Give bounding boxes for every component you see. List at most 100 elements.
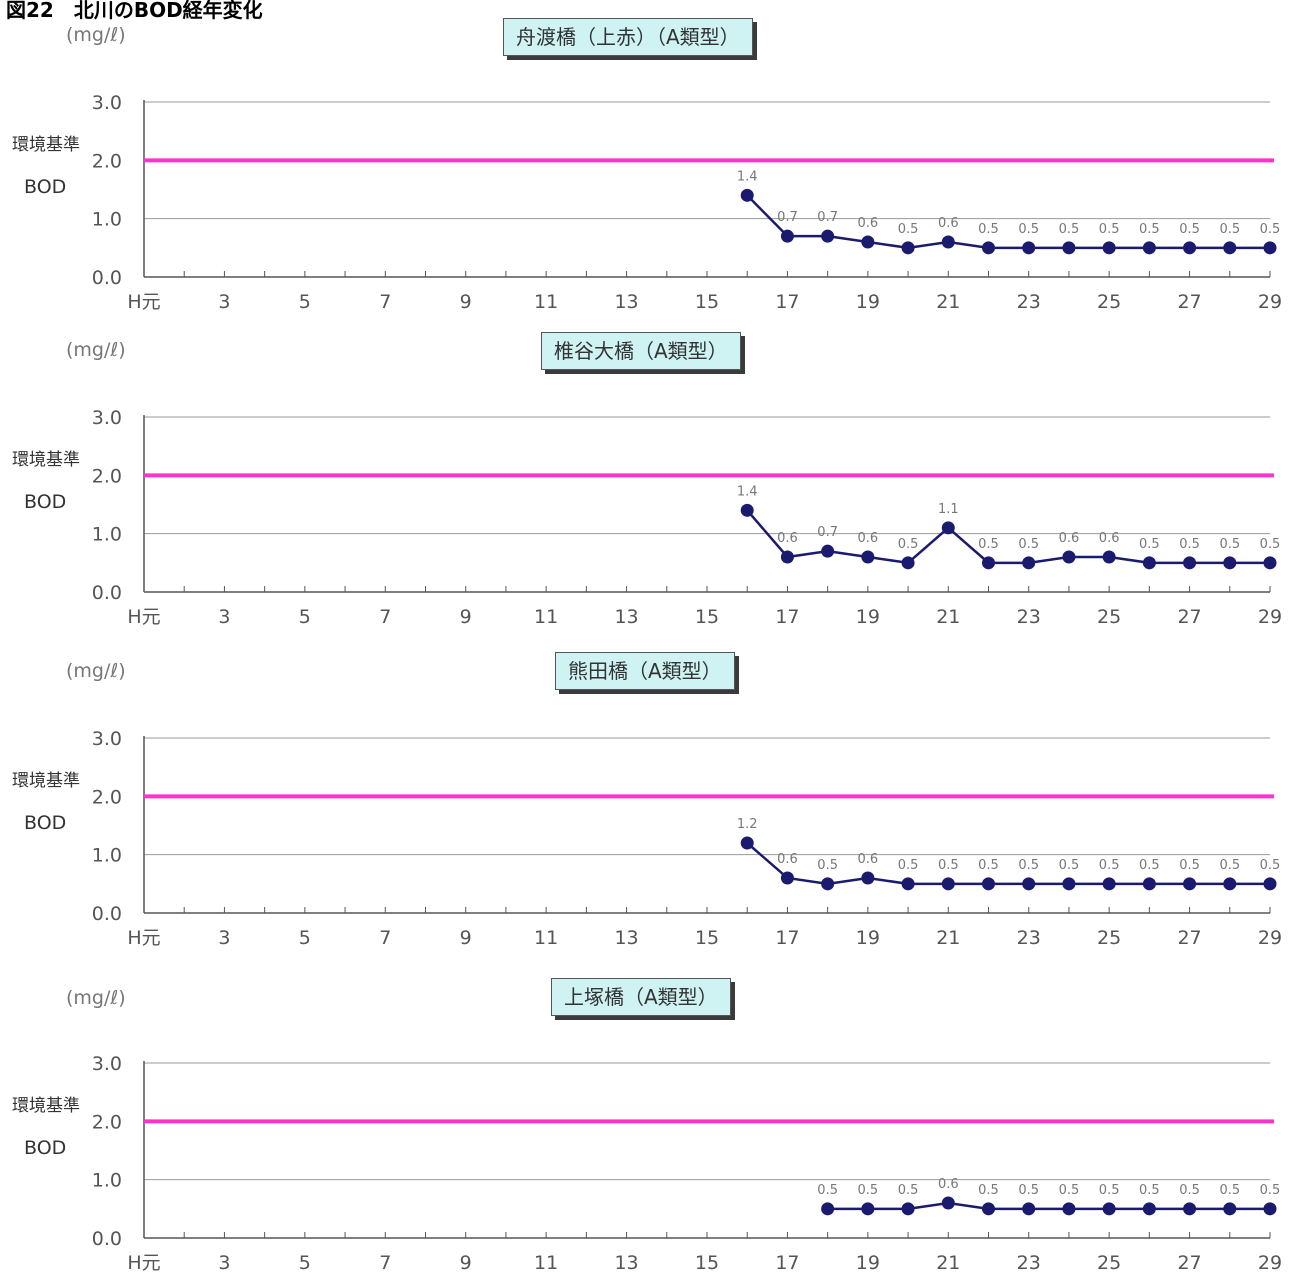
data-label: 0.5 [1139, 222, 1160, 237]
x-tick-label: 23 [1017, 927, 1041, 949]
data-point [1022, 241, 1036, 255]
x-tick-label: 11 [534, 1252, 558, 1274]
data-label: 0.5 [1059, 1183, 1080, 1198]
data-label: 0.7 [817, 525, 838, 540]
data-label: 1.4 [737, 169, 758, 184]
figure-title: 図22 北川のBOD経年変化 [6, 0, 263, 22]
series-line [746, 194, 1270, 250]
chart-panel: (mg/ℓ) 椎谷大橋（A類型） 環境基準 BOD 0.0 1.0 2.0 3.0 H元… [0, 315, 1303, 635]
x-tick-label: 19 [856, 606, 880, 628]
series-line [746, 842, 1270, 886]
data-label: 0.5 [817, 858, 838, 873]
data-label: 0.6 [938, 1177, 959, 1192]
x-tick-label: 3 [218, 291, 230, 313]
y-tick-label: 3.0 [92, 92, 122, 114]
chart-svg: 0.0 1.0 2.0 3.0 H元 3 5 7 9 11 13 15 17 19 21 23 25 27 29 1.… [92, 407, 1282, 628]
data-label: 0.5 [978, 1183, 999, 1198]
data-point [941, 235, 955, 249]
x-tick-label: H元 [127, 927, 160, 949]
y-tick-label: 0.0 [92, 1228, 122, 1250]
x-tick-label: 29 [1258, 1252, 1282, 1274]
x-tick-label: 9 [460, 606, 472, 628]
data-label: 0.5 [858, 1183, 879, 1198]
data-point [861, 1202, 875, 1216]
data-point [1142, 1202, 1156, 1216]
data-point [982, 1202, 995, 1216]
data-point [1062, 877, 1076, 891]
data-label: 0.6 [1059, 531, 1080, 546]
x-tick-label: 5 [299, 606, 311, 628]
y-tick-label: 1.0 [92, 524, 122, 546]
x-tick-label: 23 [1017, 606, 1041, 628]
data-point [982, 877, 995, 891]
chart-title: 椎谷大橋（A類型） [541, 332, 741, 370]
data-point [1263, 556, 1277, 570]
x-tick-label: 27 [1177, 1252, 1201, 1274]
data-point [1062, 241, 1076, 255]
data-label: 0.5 [1219, 1183, 1240, 1198]
x-tick-label: 21 [936, 927, 960, 949]
data-point [740, 836, 754, 850]
chart-panel: (mg/ℓ) 熊田橋（A類型） 環境基準 BOD 0.0 1.0 2.0 3.0 H元 3… [0, 636, 1303, 956]
data-label: 0.5 [1219, 222, 1240, 237]
x-tick-label: 15 [695, 291, 719, 313]
data-point [740, 503, 754, 517]
data-point [1102, 877, 1116, 891]
data-label: 0.5 [1179, 1183, 1200, 1198]
y-tick-label: 2.0 [92, 786, 122, 808]
standard-label: 環境基準 [12, 771, 80, 791]
bod-label: BOD [24, 1137, 67, 1159]
x-tick-label: H元 [127, 606, 160, 628]
data-label: 0.5 [1018, 858, 1039, 873]
data-point [901, 877, 915, 891]
data-point [1183, 1202, 1197, 1216]
y-tick-label: 3.0 [92, 407, 122, 429]
data-label: 0.7 [817, 210, 838, 225]
x-tick-label: 9 [460, 291, 472, 313]
x-tick-label: 3 [218, 927, 230, 949]
data-point [780, 229, 794, 243]
data-point [1223, 1202, 1237, 1216]
data-label: 0.5 [1219, 858, 1240, 873]
data-label: 0.5 [1059, 222, 1080, 237]
bod-label: BOD [24, 491, 67, 513]
data-label: 0.5 [938, 858, 959, 873]
data-point [1102, 550, 1116, 564]
chart-panel: (mg/ℓ) 舟渡橋（上赤）（A類型） 環境基準 BOD 0.0 1.0 2.0 3.… [0, 0, 1303, 320]
data-label: 1.1 [938, 502, 959, 517]
data-label: 0.5 [1179, 858, 1200, 873]
data-label: 0.5 [817, 1183, 838, 1198]
data-label: 0.5 [898, 1183, 919, 1198]
data-label: 0.5 [1099, 222, 1120, 237]
x-tick-label: 3 [218, 1252, 230, 1274]
chart-title: 熊田橋（A類型） [555, 652, 735, 690]
data-point [1183, 877, 1197, 891]
data-label: 0.5 [898, 858, 919, 873]
data-point [821, 877, 835, 891]
x-tick-label: 25 [1097, 1252, 1121, 1274]
x-tick-label: 23 [1017, 1252, 1041, 1274]
data-label: 0.5 [1260, 537, 1281, 552]
x-tick-label: 9 [460, 1252, 472, 1274]
data-point [982, 556, 995, 570]
data-point [901, 556, 915, 570]
y-tick-label: 2.0 [92, 465, 122, 487]
y-tick-label: 2.0 [92, 1111, 122, 1133]
x-tick-label: 21 [936, 291, 960, 313]
y-tick-label: 2.0 [92, 150, 122, 172]
chart-svg: 0.0 1.0 2.0 3.0 H元 3 5 7 9 11 13 15 17 19 21 23 25 27 29 1.… [92, 92, 1282, 313]
data-label: 0.6 [858, 216, 879, 231]
series-line [746, 509, 1270, 565]
bod-label: BOD [24, 812, 67, 834]
data-label: 0.6 [1099, 531, 1120, 546]
x-tick-label: 13 [614, 1252, 638, 1274]
x-tick-label: 21 [936, 606, 960, 628]
x-tick-label: 29 [1258, 291, 1282, 313]
data-label: 0.7 [777, 210, 798, 225]
x-tick-label: 17 [775, 1252, 799, 1274]
x-tick-label: 7 [379, 606, 391, 628]
x-tick-label: H元 [127, 1252, 160, 1274]
standard-label: 環境基準 [12, 135, 80, 155]
data-label: 0.5 [1018, 537, 1039, 552]
data-label: 0.5 [898, 222, 919, 237]
